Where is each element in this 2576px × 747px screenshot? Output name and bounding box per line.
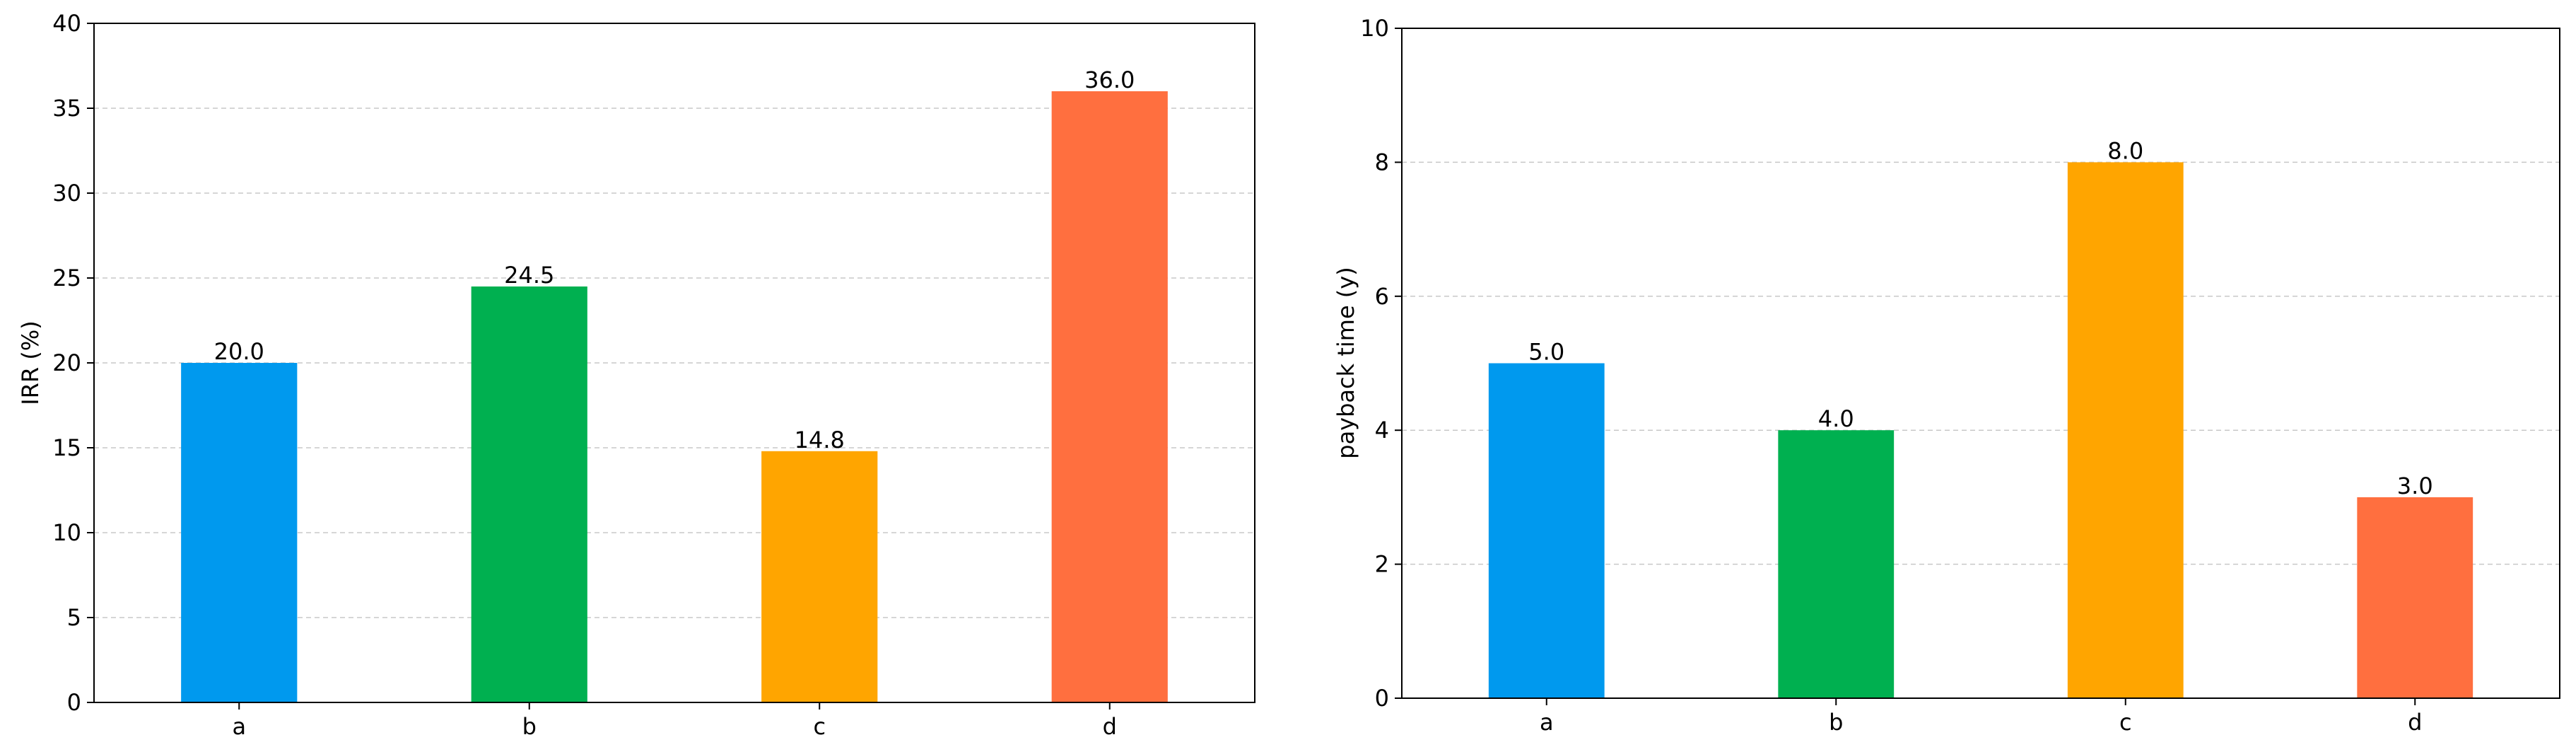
irr-x-tick-label-a: a: [232, 713, 246, 740]
payback-x-tick-label-c: c: [2119, 709, 2132, 736]
irr-bars: [181, 91, 1168, 702]
payback-data-labels: 5.0 4.0 8.0 3.0: [1528, 137, 2432, 499]
irr-y-tick-label: 35: [52, 95, 81, 122]
irr-data-label-d: 36.0: [1084, 66, 1135, 93]
payback-x-axis: a b c d: [1540, 698, 2422, 736]
payback-y-axis: 0 2 4 6 8 10: [1360, 15, 1402, 712]
payback-bar-d: [2357, 497, 2473, 698]
irr-y-axis-label: IRR (%): [17, 320, 44, 405]
irr-x-axis: a b c d: [232, 702, 1117, 740]
irr-bar-b: [471, 286, 587, 702]
irr-y-axis: 0 5 10 15 20 25 30 35 40: [52, 10, 94, 716]
payback-x-tick-label-a: a: [1540, 709, 1554, 736]
irr-y-tick-label: 10: [52, 519, 81, 546]
payback-data-label-d: 3.0: [2397, 473, 2433, 499]
irr-x-tick-label-d: d: [1103, 713, 1117, 740]
payback-y-tick-label: 4: [1375, 417, 1389, 444]
payback-bar-b: [1778, 430, 1895, 698]
irr-data-label-b: 24.5: [504, 262, 554, 289]
irr-x-tick-label-b: b: [522, 713, 537, 740]
irr-bar-c: [761, 451, 878, 702]
irr-bar-a: [181, 363, 298, 702]
irr-y-tick-label: 0: [67, 689, 81, 716]
irr-chart: 0 5 10 15 20 25 30 35 40 a b c d 20.0 24.5 14.8 36.0 I…: [17, 10, 1255, 740]
payback-y-axis-label: payback time (y): [1333, 267, 1359, 458]
payback-y-tick-label: 6: [1375, 283, 1389, 310]
irr-x-tick-label-c: c: [813, 713, 826, 740]
payback-bar-a: [1488, 363, 1605, 698]
payback-y-tick-label: 10: [1360, 15, 1389, 42]
payback-y-tick-label: 8: [1375, 149, 1389, 175]
payback-y-tick-label: 0: [1375, 685, 1389, 712]
payback-data-label-b: 4.0: [1818, 405, 1854, 432]
payback-bars: [1488, 162, 2473, 698]
irr-y-tick-label: 5: [67, 604, 81, 631]
payback-bar-c: [2067, 162, 2184, 698]
payback-y-tick-label: 2: [1375, 551, 1389, 578]
payback-x-tick-label-d: d: [2408, 709, 2422, 736]
irr-y-tick-label: 30: [52, 180, 81, 207]
irr-y-tick-label: 15: [52, 434, 81, 461]
payback-x-tick-label-b: b: [1829, 709, 1843, 736]
irr-data-labels: 20.0 24.5 14.8 36.0: [214, 66, 1135, 453]
irr-y-tick-label: 20: [52, 349, 81, 376]
irr-data-label-a: 20.0: [214, 338, 264, 365]
irr-y-tick-label: 40: [52, 10, 81, 37]
irr-bar-d: [1051, 91, 1168, 702]
irr-y-tick-label: 25: [52, 265, 81, 291]
payback-data-label-a: 5.0: [1528, 339, 1564, 366]
payback-plot-frame: [1401, 28, 2560, 699]
irr-data-label-c: 14.8: [795, 427, 845, 453]
payback-data-label-c: 8.0: [2107, 137, 2143, 164]
payback-gridlines: [1402, 161, 2560, 565]
payback-chart: 0 2 4 6 8 10 a b c d 5.0 4.0 8.0 3.0 payback time (…: [1333, 15, 2560, 736]
